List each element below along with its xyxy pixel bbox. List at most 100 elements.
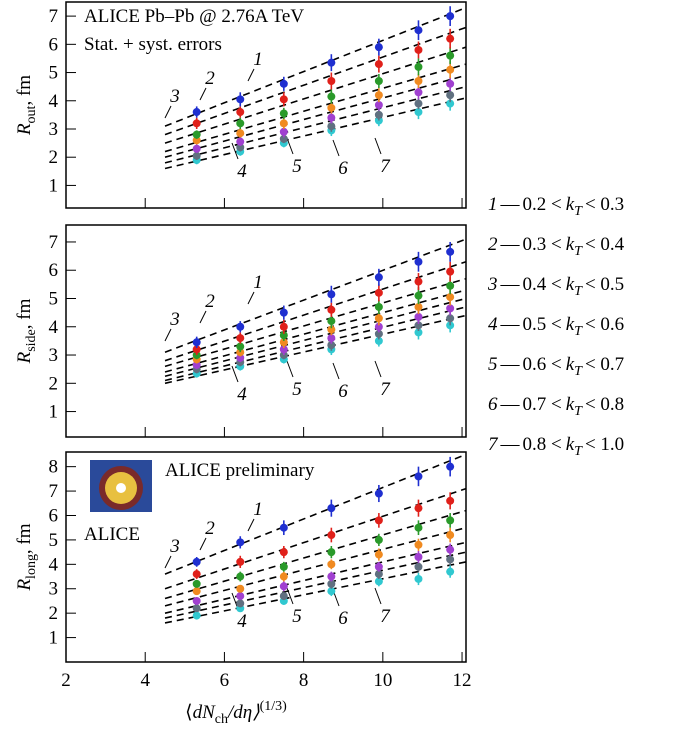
data-point [192, 345, 201, 354]
data-point [446, 34, 455, 43]
legend-var: k [566, 234, 575, 255]
data-point [414, 99, 423, 108]
data-point [236, 137, 245, 146]
data-point [279, 308, 288, 317]
fit-line [164, 551, 467, 619]
y-tick-label: 3 [49, 579, 59, 600]
data-point [192, 360, 201, 369]
data-point [446, 531, 455, 540]
data-point [236, 143, 245, 152]
data-point [192, 130, 201, 139]
data-point [414, 77, 423, 86]
fit-label: 1 [253, 499, 263, 520]
data-point [327, 504, 336, 513]
legend-var: k [566, 314, 575, 335]
x-label-rest: /dη⟩ [227, 702, 260, 723]
fit-label: 2 [205, 68, 215, 89]
data-point [446, 555, 455, 564]
legend-var: k [566, 194, 575, 215]
data-point [327, 548, 336, 557]
data-point [279, 322, 288, 331]
data-point [279, 109, 288, 118]
legend-var-sub: T [574, 364, 583, 379]
x-tick-label: 8 [299, 670, 309, 691]
data-point [374, 336, 383, 345]
data-point [374, 60, 383, 69]
fit-label-leader [332, 362, 340, 380]
fit-label: 1 [253, 49, 263, 70]
y-tick-label: 7 [49, 6, 59, 27]
data-point [236, 322, 245, 331]
fit-label: 3 [169, 309, 180, 330]
data-point [414, 291, 423, 300]
fit-label-leader [199, 87, 207, 101]
data-point [279, 134, 288, 143]
data-point [414, 277, 423, 286]
legend-var-sub: T [574, 444, 583, 459]
data-point [446, 79, 455, 88]
data-point [414, 302, 423, 311]
fit-label: 2 [205, 518, 215, 539]
legend-entry: 4—0.5 < kT < 0.6 [488, 314, 624, 339]
legend-dash: — [500, 434, 521, 455]
y-tick-label: 1 [49, 628, 59, 649]
data-point [192, 108, 201, 117]
legend-dash: — [500, 274, 521, 295]
y-axis-label: Rout, fm [14, 75, 39, 136]
fit-label-leader [286, 360, 294, 378]
logo-center [116, 483, 126, 493]
data-point [327, 579, 336, 588]
data-point [414, 62, 423, 71]
legend-var: k [566, 394, 575, 415]
legend-entry: 2—0.3 < kT < 0.4 [488, 234, 625, 259]
data-point [279, 548, 288, 557]
data-point [327, 334, 336, 343]
y-label-sub: out [24, 105, 39, 123]
data-point [327, 317, 336, 326]
y-tick-label: 2 [49, 147, 59, 168]
annotation: ALICE preliminary [165, 460, 315, 481]
data-point [374, 577, 383, 586]
data-point [279, 562, 288, 571]
data-point [446, 545, 455, 554]
data-point [236, 129, 245, 138]
data-point [327, 92, 336, 101]
data-point [327, 77, 336, 86]
legend-var-sub: T [574, 244, 583, 259]
data-point [374, 314, 383, 323]
data-point [192, 579, 201, 588]
data-point [446, 516, 455, 525]
legend-hi: < 0.8 [585, 394, 624, 415]
fit-label: 2 [205, 291, 215, 312]
fit-label: 3 [169, 536, 180, 557]
data-point [192, 136, 201, 145]
data-point [414, 26, 423, 35]
fit-label-leader [164, 555, 172, 569]
fit-line [164, 289, 467, 373]
fit-label-leader [374, 587, 382, 605]
x-label-main: dN [193, 702, 217, 723]
fit-line [164, 85, 467, 164]
legend-lo: 0.2 < [523, 194, 562, 215]
legend-hi: < 0.5 [585, 274, 624, 295]
data-point [414, 45, 423, 54]
fit-label-leader [374, 360, 382, 378]
fit-label: 1 [253, 272, 263, 293]
data-point [446, 314, 455, 323]
data-point [446, 12, 455, 21]
data-point [446, 304, 455, 313]
data-point [327, 560, 336, 569]
data-point [192, 144, 201, 153]
y-tick-label: 4 [49, 317, 59, 338]
fit-label: 5 [292, 379, 302, 400]
data-point [327, 122, 336, 131]
fit-label-leader [199, 310, 207, 324]
y-axis-label: Rlong, fm [14, 523, 39, 591]
fit-label-leader [164, 328, 172, 342]
legend-dash: — [500, 194, 521, 215]
data-point [446, 293, 455, 302]
legend-var: k [566, 354, 575, 375]
data-point [446, 267, 455, 276]
